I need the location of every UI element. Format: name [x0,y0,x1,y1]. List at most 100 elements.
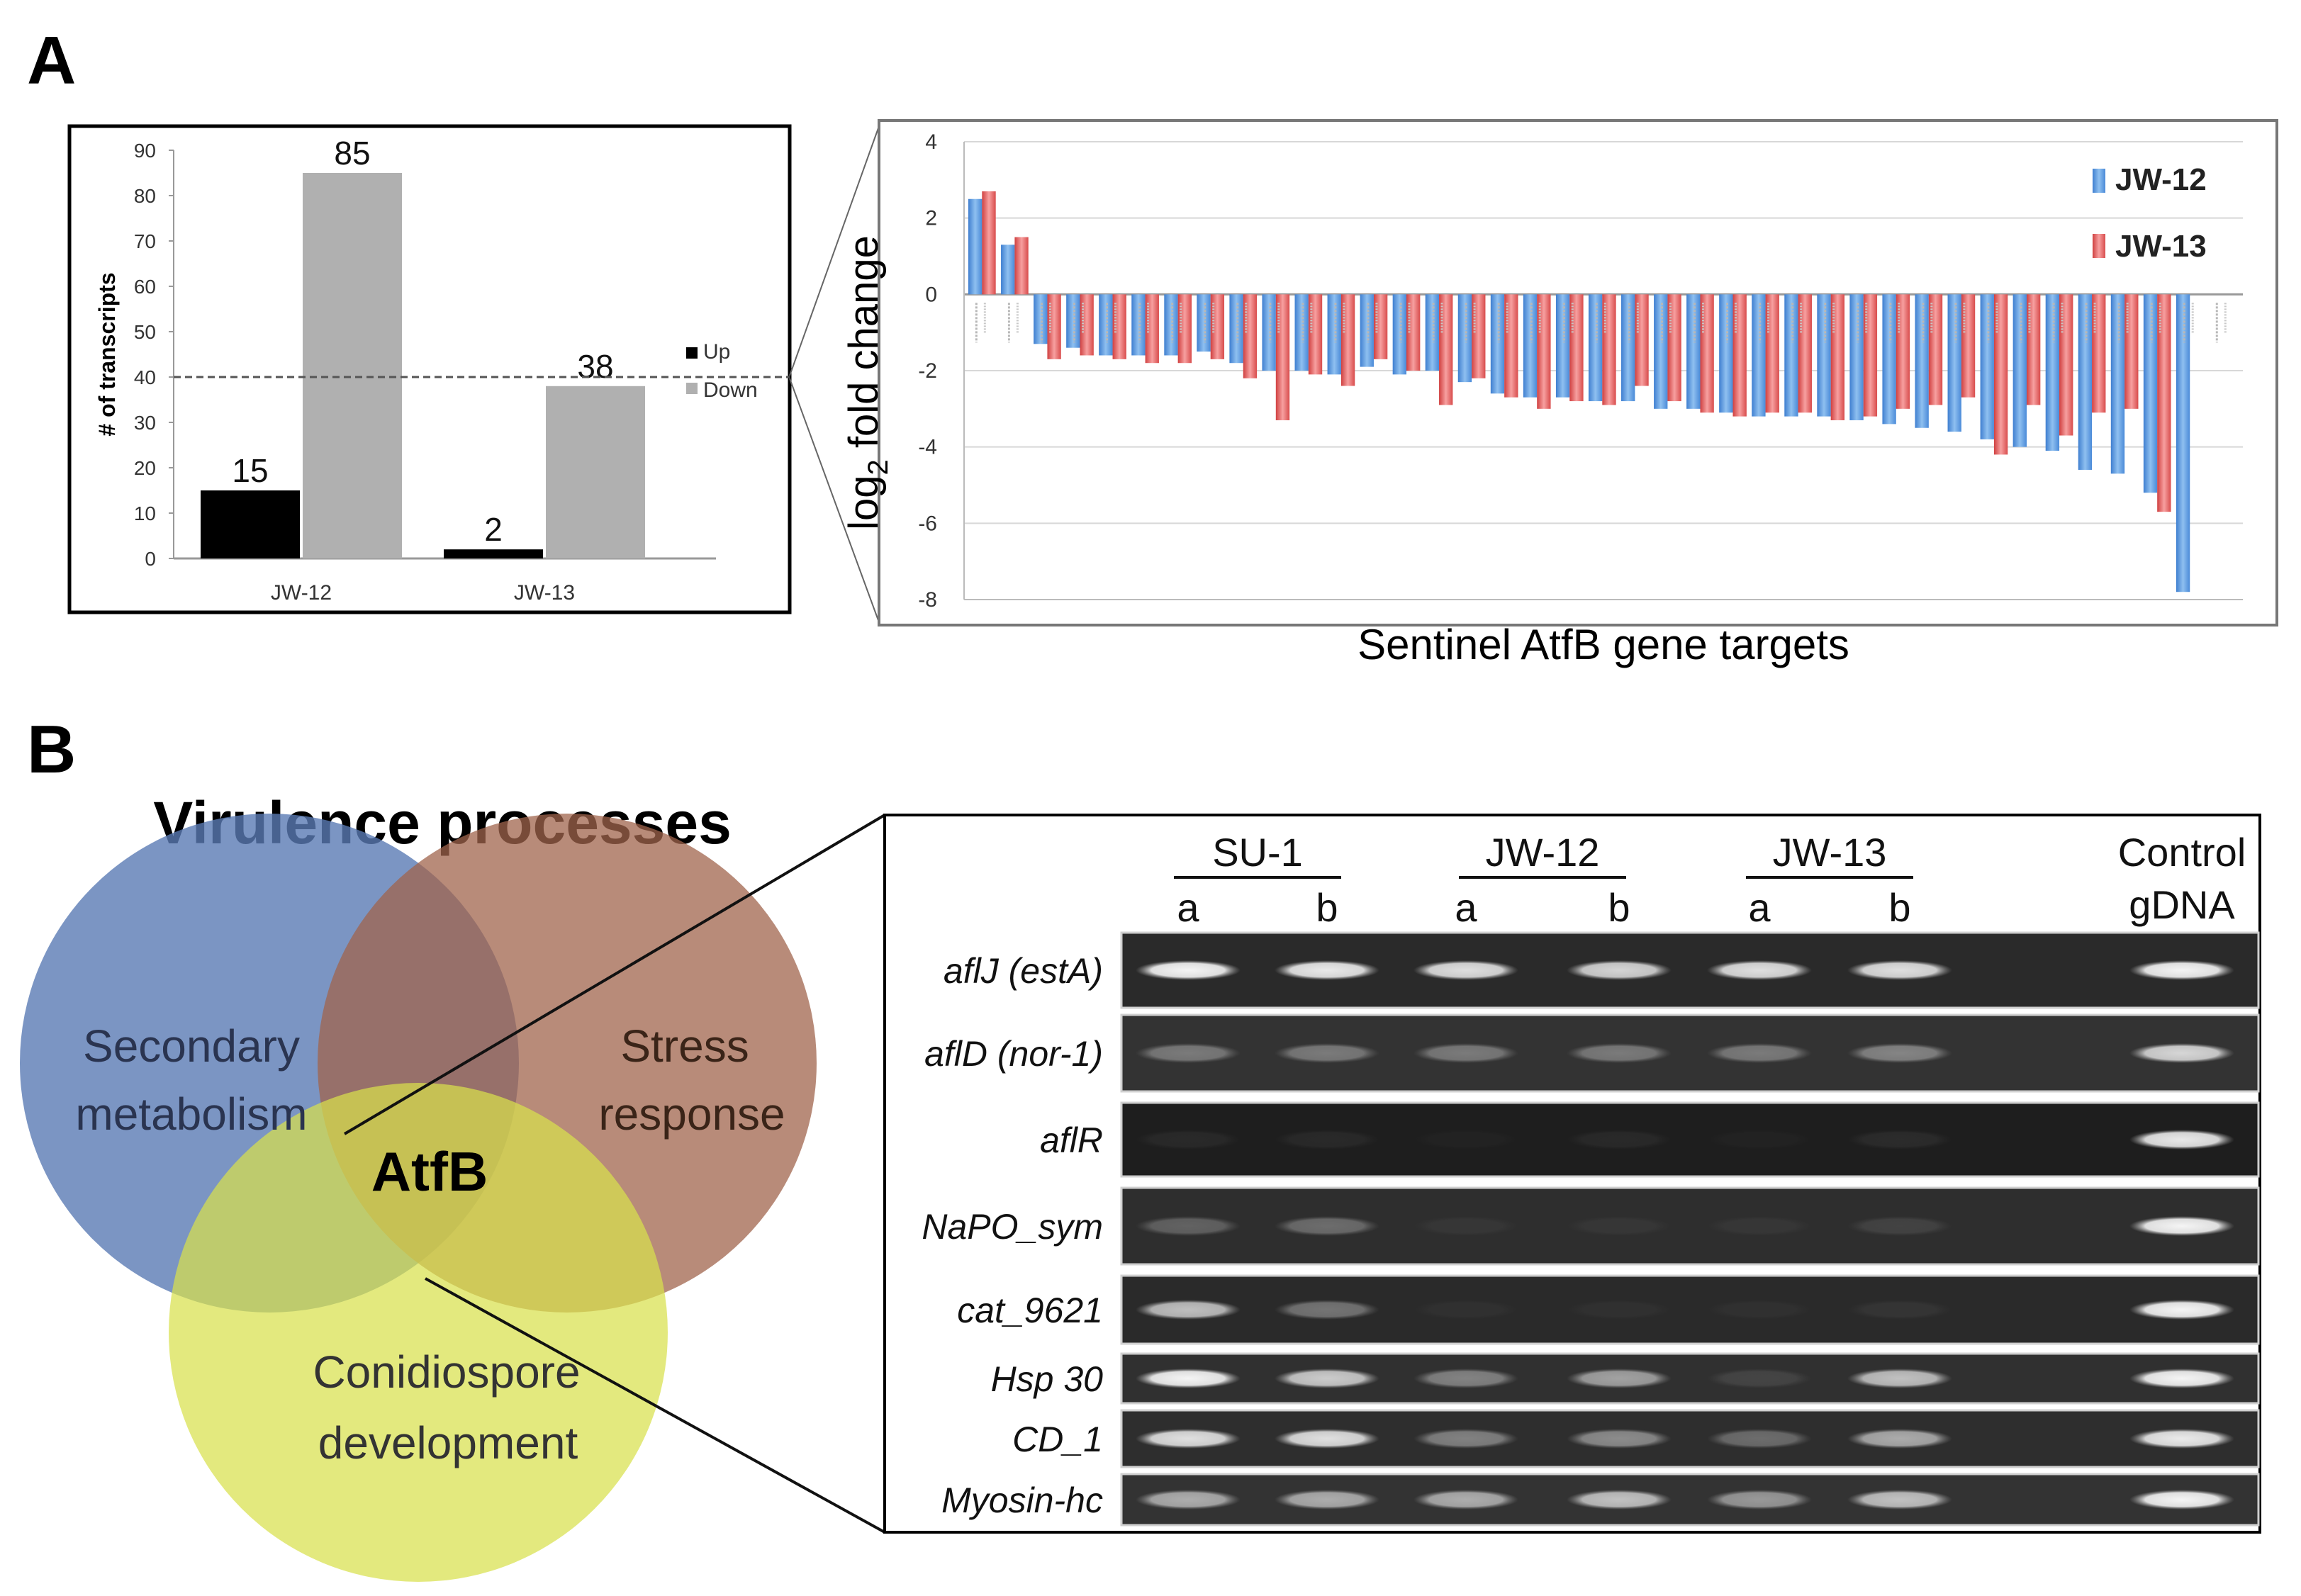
transcripts-bar-down-jw-12 [303,173,402,558]
fold-change-bar-jw-13 [1210,294,1225,359]
gel-lane-label-a: a [1177,885,1199,930]
gel-row-gene: aflD [924,1034,987,1074]
gel-band [2129,1043,2234,1063]
venn-secondary-label-2: metabolism [75,1089,307,1140]
fold-change-bar-jw-12 [1327,294,1341,375]
gel-band [2129,1429,2234,1449]
fold-change-bar-jw-12 [2045,294,2060,451]
fold-change-y-tick-label: -2 [918,359,937,383]
transcripts-data-label: 38 [577,348,613,385]
gel-row-label: aflR [1040,1120,1103,1160]
gel-row: CD_1 [1012,1409,2260,1468]
gel-group-label-jw-12: JW-12 [1486,830,1600,875]
transcripts-x-tick-label: JW-12 [271,581,332,605]
transcripts-y-tick-label: 0 [145,548,156,570]
transcripts-y-tick-label: 90 [134,140,156,162]
gel-row-gene: cat_9621 [957,1291,1103,1330]
fold-change-bar-jw-12 [2176,294,2190,592]
gel-band [1136,1216,1241,1236]
gel-row-gene: NaPO_sym [922,1207,1103,1247]
ylabel-rest: fold change [841,235,887,459]
fold-change-bar-jw-12 [1099,294,1113,356]
fold-change-bar-jw-13 [1830,294,1845,420]
gel-band [1567,1300,1672,1320]
gel-band [1847,1300,1952,1320]
ylabel-log: log [841,475,887,529]
fold-change-bar-jw-12 [1425,294,1440,371]
venn-secondary-label-1: Secondary [83,1021,300,1072]
fold-change-bar-jw-12 [1001,245,1015,295]
fold-change-bar-jw-12 [1621,294,1635,402]
gel-band [1707,1043,1812,1063]
fold-change-bar-jw-13 [1340,294,1355,386]
gel-band [1413,1369,1518,1388]
venn-conidiospore-development [169,1083,668,1582]
panel-b-label: B [27,712,76,787]
gel-row-label: Myosin-hc [941,1480,1103,1520]
fold-change-bar-jw-13 [1439,294,1453,405]
legend-jw12-label: JW-12 [2115,162,2207,197]
zoom-line-top [789,125,880,376]
transcripts-x-tick-label: JW-13 [514,581,575,605]
transcripts-y-tick-label: 80 [134,185,156,207]
venn-stress-label-1: Stress [620,1021,749,1072]
gel-band [2129,1130,2234,1150]
venn-center-atfb: AtfB [371,1140,488,1203]
transcripts-y-tick-label: 10 [134,502,156,524]
transcripts-y-tick-label: 50 [134,321,156,343]
gel-lane-label-b: b [1888,885,1910,930]
gel-band [1707,1300,1812,1320]
gel-band [1275,1429,1379,1449]
gel-band [1413,1300,1518,1320]
gel-band [1413,1216,1518,1236]
fold-change-bar-jw-13 [1993,294,2008,455]
gel-band [1567,1043,1672,1063]
fold-change-bar-jw-13 [1863,294,1878,417]
fold-change-bar-jw-12 [1262,294,1276,371]
transcripts-y-tick-label: 40 [134,366,156,388]
gel-row-gene: aflR [1040,1120,1103,1160]
fold-change-bar-jw-13 [2026,294,2041,405]
venn-stress-label-2: response [598,1089,785,1140]
gel-band [1136,1043,1241,1063]
gel-row-gene: CD_1 [1012,1420,1103,1459]
fold-change-y-tick-label: 4 [925,130,937,154]
gel-band [1275,1490,1379,1510]
transcripts-chart-frame [67,124,792,614]
legend-down-label: Down [703,378,758,402]
fold-change-bar-jw-12 [1457,294,1472,383]
gel-band [1707,1216,1812,1236]
fold-change-bar-jw-12 [1294,294,1309,371]
panel-a-label: A [27,23,76,99]
gel-row-alias: (estA) [999,951,1103,991]
fold-change-bar-jw-12 [1164,294,1178,356]
gel-band [1707,1369,1812,1388]
fold-change-bar-jw-12 [968,198,982,295]
fold-change-y-tick-label: -8 [918,588,937,612]
legend-up-swatch [686,347,698,359]
gel-band [1136,1490,1241,1510]
gel-group-label-jw-13: JW-13 [1773,830,1887,875]
fold-change-bar-jw-12 [1980,294,1994,439]
fold-change-bar-jw-13 [1406,294,1421,371]
fold-change-bar-jw-13 [1275,294,1290,420]
transcripts-chart: # of transcripts 0 10 20 30 40 50 60 70 80 90 15 8… [67,124,792,614]
gel-band [1847,960,1952,980]
fold-change-bar-jw-12 [1784,294,1798,417]
gel-row-label: CD_1 [1012,1420,1103,1459]
fold-change-bar-jw-12 [1588,294,1603,402]
gel-band [2129,1490,2234,1510]
gel-band [1707,1429,1812,1449]
zoom-line-b-top [343,814,886,1135]
gel-band [1847,1490,1952,1510]
fold-change-x-axis-label: Sentinel AtfB gene targets [1357,621,1849,668]
venn-conidiospore-label-1: Conidiospore [313,1347,580,1398]
gel-band [1413,1490,1518,1510]
gel-band [1567,1369,1672,1388]
gel-band [2129,960,2234,980]
gel-band [1847,1216,1952,1236]
gel-row: aflJ (estA) [944,931,2260,1009]
transcripts-y-tick-label: 20 [134,457,156,479]
gel-band [1567,1216,1672,1236]
